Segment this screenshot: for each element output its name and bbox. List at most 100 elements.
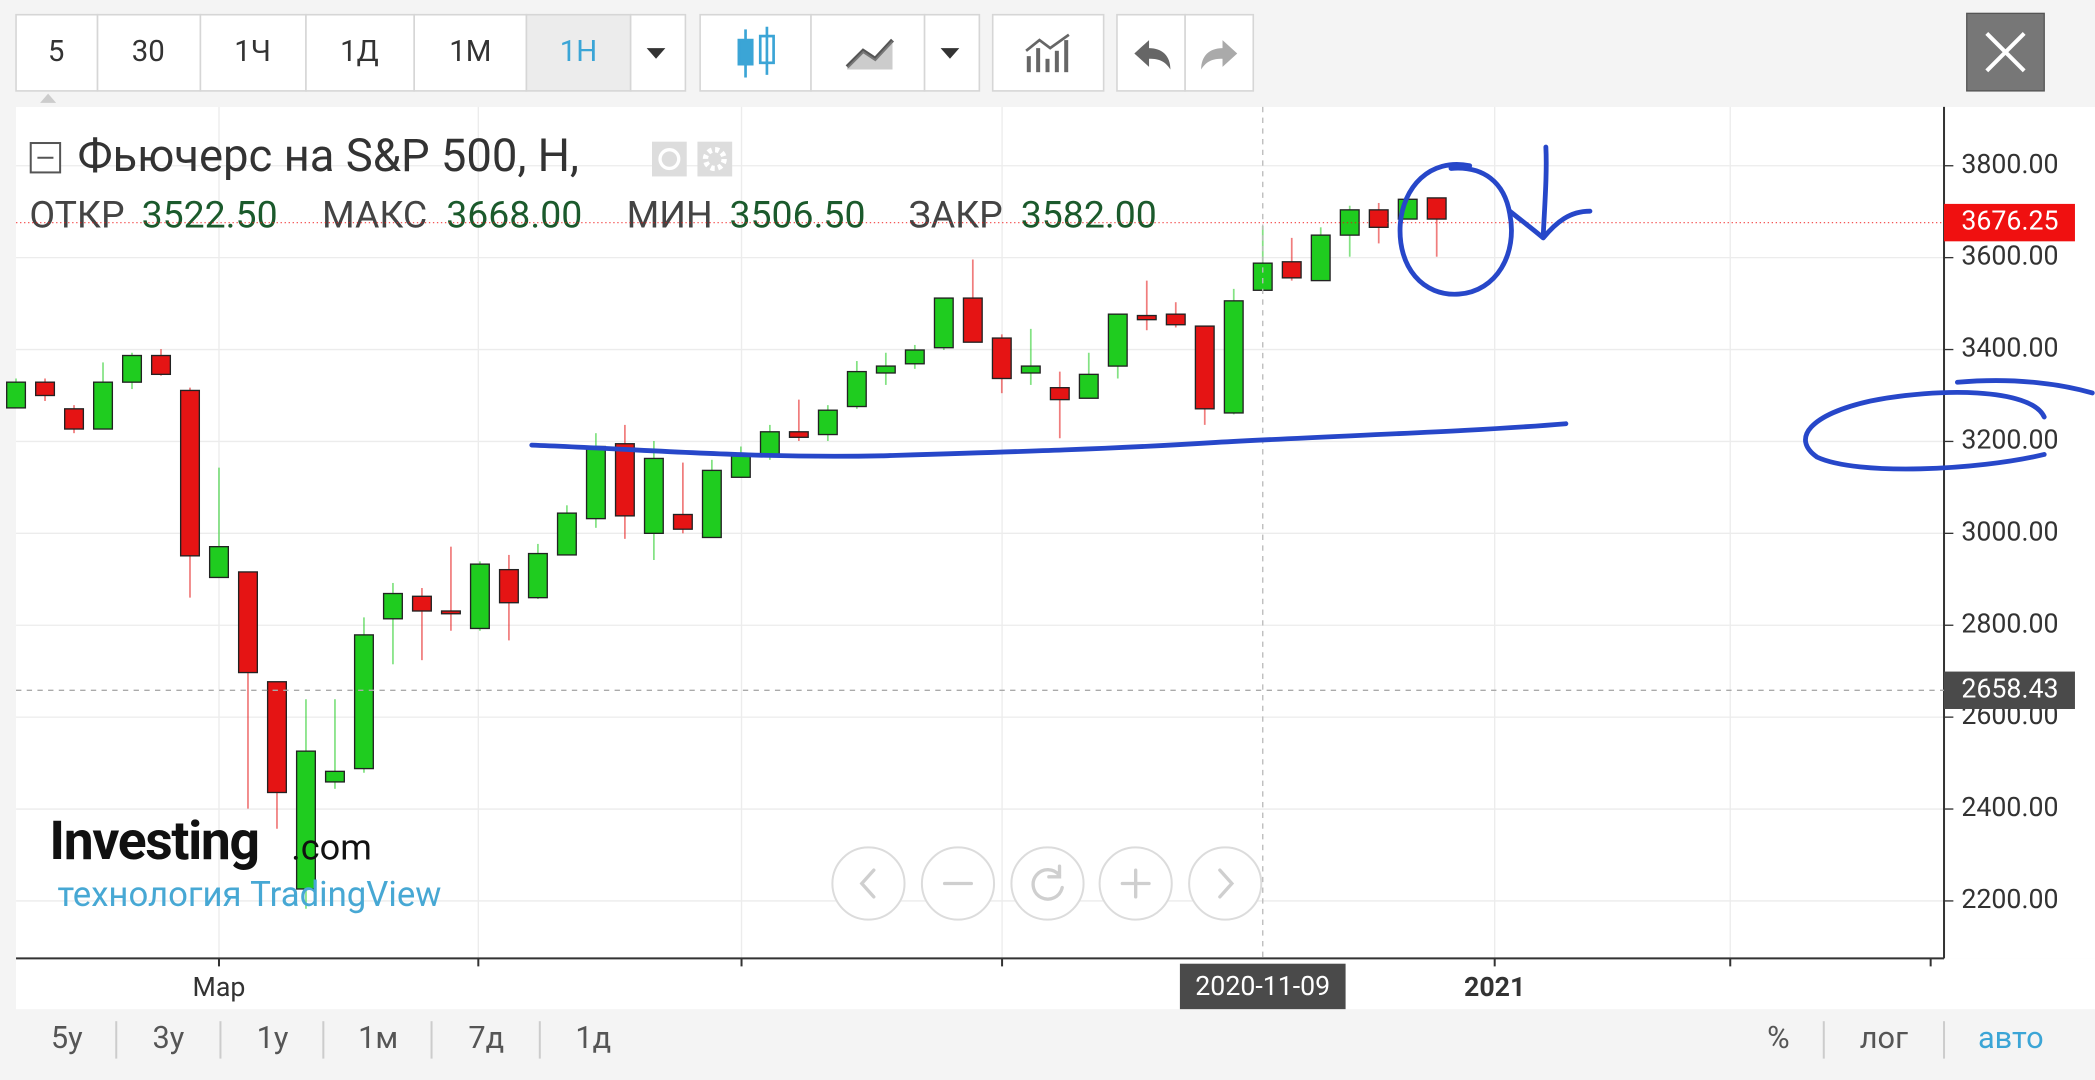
candle-body xyxy=(63,408,85,430)
grid xyxy=(16,106,1945,959)
candle-body xyxy=(1194,325,1215,410)
candle-body xyxy=(1049,387,1070,401)
candle-body xyxy=(1078,373,1099,399)
candle-body xyxy=(846,370,867,408)
interval-button[interactable] xyxy=(413,13,528,92)
candle-body xyxy=(585,445,606,520)
annotations xyxy=(529,144,2095,472)
candle-body xyxy=(35,381,56,397)
zoom-in-icon xyxy=(1120,868,1151,899)
y-tick-label: 3800.00 xyxy=(1961,148,2058,180)
interval-button[interactable] xyxy=(305,13,415,92)
indicators-icon xyxy=(1025,33,1070,73)
candle-body xyxy=(411,595,432,612)
candle-body xyxy=(1223,300,1244,414)
y-tick-label: 3400.00 xyxy=(1961,332,2058,364)
visibility-icon xyxy=(658,148,681,171)
crosshair-price-tag xyxy=(1944,671,2075,709)
arrow-annotation xyxy=(1507,144,1593,241)
candle-body xyxy=(643,457,664,535)
log-toggle[interactable]: лог xyxy=(1860,1019,1908,1056)
candle-body xyxy=(1368,209,1389,228)
candle-body xyxy=(324,770,345,783)
candles-button[interactable] xyxy=(699,13,812,92)
dropdown-arrow xyxy=(646,48,666,59)
candle-body xyxy=(6,381,27,409)
interval-label: 30 xyxy=(132,35,165,69)
scroll-right-button[interactable] xyxy=(1188,846,1263,921)
redo-icon xyxy=(1201,40,1238,70)
reset-button[interactable] xyxy=(1010,846,1085,921)
area-icon xyxy=(847,40,893,70)
last-price-tag xyxy=(1944,203,2075,242)
candle-body xyxy=(614,443,635,517)
time-axis xyxy=(16,958,2095,1010)
interval-label: 1Ч xyxy=(234,35,271,69)
zoom-controls xyxy=(831,846,1263,921)
candle-body xyxy=(556,512,577,556)
candle-body xyxy=(1165,313,1186,326)
y-tick-label: 2400.00 xyxy=(1961,791,2058,823)
vertical-grid xyxy=(477,106,1731,959)
range-button[interactable]: 7д xyxy=(468,1019,504,1056)
auto-toggle[interactable]: авто xyxy=(1978,1019,2044,1056)
range-button[interactable]: 5у xyxy=(51,1019,83,1056)
stat-value: 3668.00 xyxy=(446,194,582,238)
scroll-left-button[interactable] xyxy=(831,846,906,921)
range-button[interactable]: 1м xyxy=(358,1019,398,1056)
crosshair-date-label: 2020-11-09 xyxy=(1195,970,1330,1002)
y-tick-label: 3000.00 xyxy=(1961,515,2058,547)
interval-button-active[interactable] xyxy=(525,13,632,92)
candle-body xyxy=(1107,313,1128,367)
footer-separators xyxy=(115,1021,1946,1059)
scroll-right-icon xyxy=(1218,868,1235,899)
indicators-button[interactable] xyxy=(991,13,1105,92)
candle-body xyxy=(208,545,230,579)
watermark: Investing .com технология TradingView xyxy=(49,810,441,915)
interval-button[interactable] xyxy=(15,13,99,92)
candle-body xyxy=(730,453,751,478)
stat-label: МИН xyxy=(627,194,713,238)
x-tick-label: 2021 xyxy=(1464,971,1525,1003)
stat-label: ОТКР xyxy=(29,194,124,238)
candle-body xyxy=(1281,261,1302,279)
candle-body xyxy=(353,634,374,770)
candle-body xyxy=(701,469,722,539)
overlay: 2200.002400.002600.002800.003000.003200.… xyxy=(16,106,2075,1010)
stat-label: ЗАКР xyxy=(909,194,1003,238)
stat-label: МАКС xyxy=(322,194,427,238)
stat-value: 3522.50 xyxy=(142,194,278,238)
y-tick-label: 2200.00 xyxy=(1961,883,2058,915)
percent-toggle[interactable]: % xyxy=(1767,1019,1789,1056)
undo-icon xyxy=(1134,40,1171,70)
candle-body xyxy=(237,571,259,674)
candle-body xyxy=(440,610,461,615)
dropdown-arrow xyxy=(940,48,960,59)
interval-button[interactable] xyxy=(199,13,307,92)
tagline: технология TradingView xyxy=(57,875,441,915)
y-tick-label: 2800.00 xyxy=(1961,607,2058,639)
candle-body xyxy=(150,354,172,376)
candle-body xyxy=(991,337,1012,380)
range-button[interactable]: 1д xyxy=(575,1019,611,1056)
settings-button[interactable] xyxy=(697,141,733,177)
brand-suffix: .com xyxy=(291,827,372,869)
candle-body xyxy=(933,297,954,349)
candles xyxy=(6,197,1447,909)
candle-body xyxy=(527,552,548,599)
collapse-toggle[interactable] xyxy=(29,142,62,174)
interval-button[interactable] xyxy=(96,13,202,92)
y-tick-label: 3600.00 xyxy=(1961,240,2058,272)
collapse-arrow xyxy=(40,93,57,103)
circle-annotation xyxy=(1397,162,1514,297)
candle-body xyxy=(121,354,143,383)
range-button[interactable]: 3у xyxy=(152,1019,184,1056)
toolbar: 5 30 1Ч 1Д 1М 1Н xyxy=(15,12,2045,103)
candle-body xyxy=(1136,314,1157,321)
visibility-button[interactable] xyxy=(652,141,687,177)
close-icon xyxy=(1985,31,2026,73)
candle-body xyxy=(179,389,201,557)
candle-body xyxy=(788,431,809,438)
range-button[interactable]: 1у xyxy=(257,1019,289,1056)
